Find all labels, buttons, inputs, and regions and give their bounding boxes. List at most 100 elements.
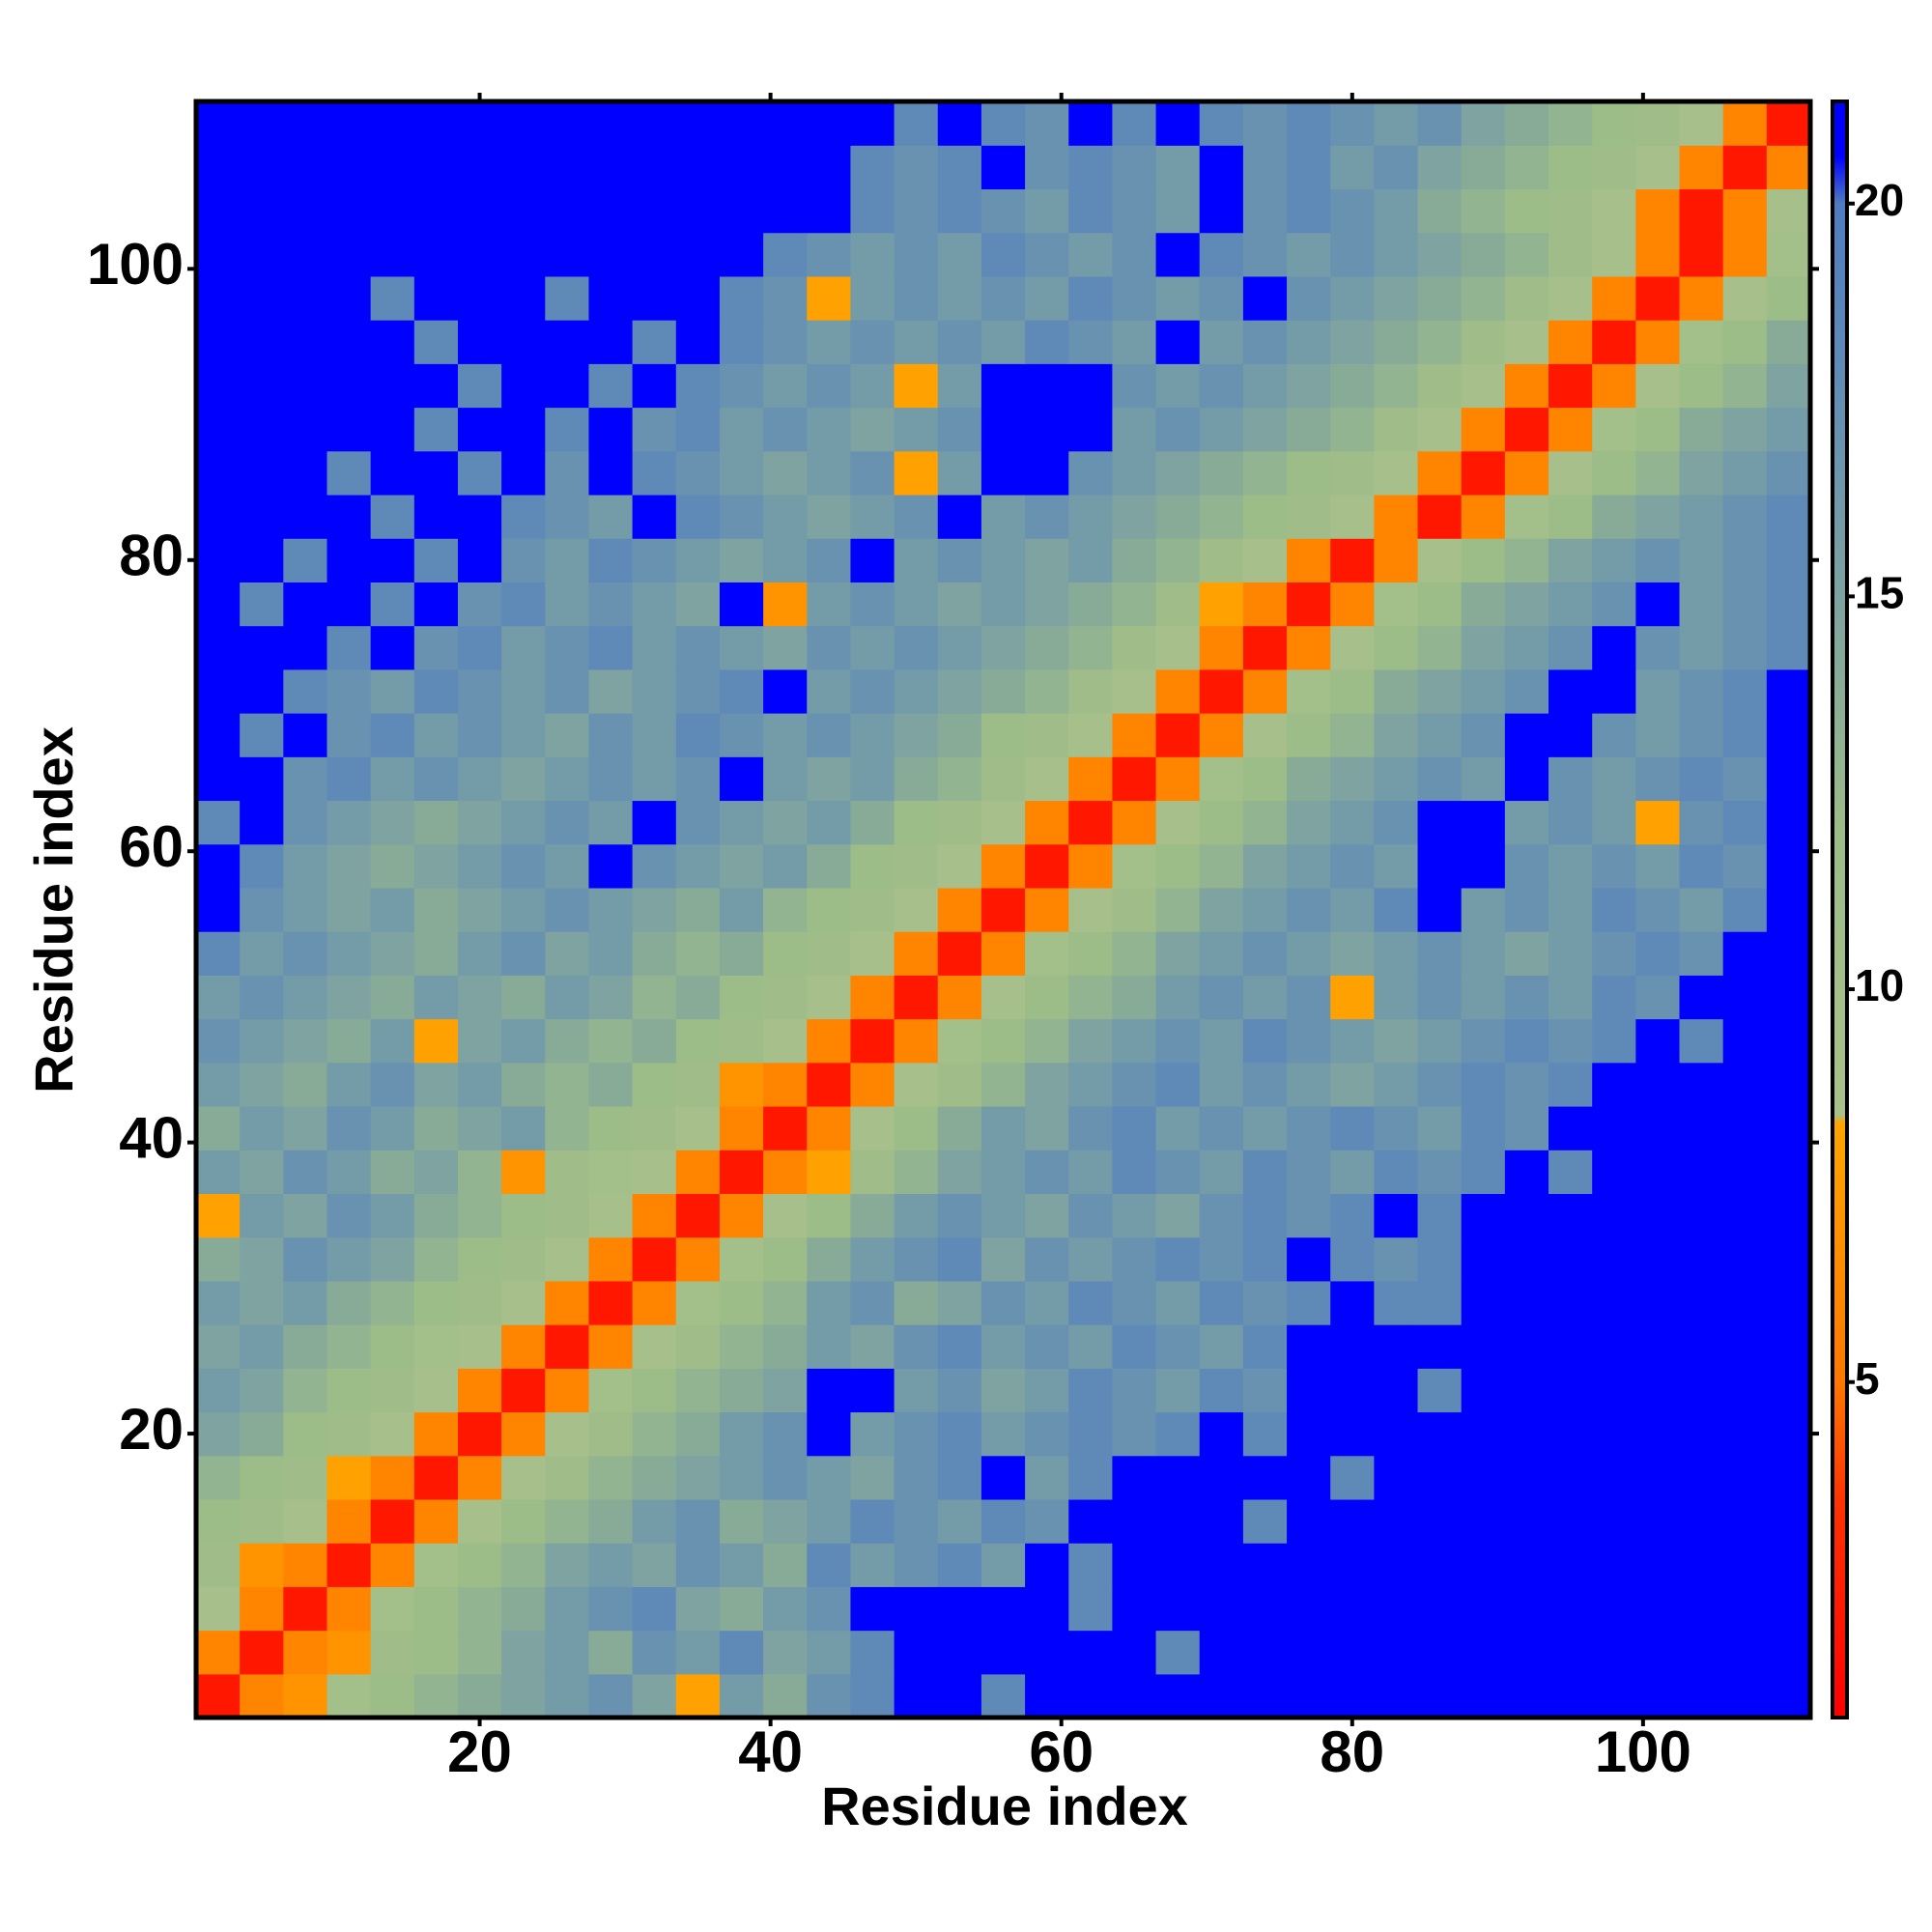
heatmap-cell [1766, 145, 1811, 190]
heatmap-cell [1155, 1193, 1201, 1238]
heatmap-cell [240, 625, 284, 670]
heatmap-cell [1330, 232, 1375, 277]
heatmap-cell [980, 713, 1026, 757]
heatmap-cell [1592, 450, 1636, 496]
heatmap-cell [763, 363, 808, 409]
heatmap-cell [1548, 1324, 1593, 1369]
heatmap-cell [1504, 625, 1549, 670]
heatmap-cell [1766, 1105, 1811, 1151]
heatmap-cell [1155, 232, 1201, 277]
heatmap-cell [675, 1586, 721, 1632]
heatmap-cell [1199, 1018, 1244, 1064]
heatmap-cell [1374, 275, 1419, 321]
heatmap-cell [980, 975, 1026, 1020]
heatmap-cell [1242, 1018, 1288, 1064]
heatmap-cell [1199, 1630, 1244, 1675]
heatmap-cell [675, 1150, 721, 1195]
heatmap-cell [1112, 1673, 1157, 1719]
heatmap-cell [1155, 1673, 1201, 1719]
heatmap-cell [719, 1018, 764, 1064]
heatmap-cell [1592, 1455, 1636, 1500]
heatmap-cell [1199, 975, 1244, 1020]
heatmap-cell [632, 1630, 677, 1675]
heatmap-cell [196, 800, 241, 845]
heatmap-cell [1417, 1018, 1463, 1064]
heatmap-cell [413, 363, 459, 409]
heatmap-cell [807, 1586, 852, 1632]
heatmap-cell [1417, 931, 1463, 976]
heatmap-cell [1722, 101, 1768, 146]
heatmap-cell [980, 887, 1026, 932]
heatmap-cell [807, 320, 852, 364]
heatmap-cell [1679, 275, 1724, 321]
heatmap-cell [719, 713, 764, 757]
heatmap-cell [545, 494, 590, 539]
heatmap-cell [1112, 713, 1157, 757]
heatmap-cell [980, 494, 1026, 539]
heatmap-cell [763, 668, 808, 714]
heatmap-cell [327, 275, 372, 321]
heatmap-cell [1635, 975, 1681, 1020]
heatmap-cell [894, 188, 939, 234]
heatmap-cell [980, 756, 1026, 802]
heatmap-cell [1155, 1586, 1201, 1632]
heatmap-cell [1199, 232, 1244, 277]
heatmap-cell [501, 1105, 546, 1151]
heatmap-cell [1112, 1280, 1157, 1325]
heatmap-cell [457, 275, 502, 321]
heatmap-cell [1548, 538, 1593, 582]
heatmap-cell [1242, 1324, 1288, 1369]
heatmap-cell [1461, 450, 1506, 496]
heatmap-cell [1330, 1018, 1375, 1064]
heatmap-cell [1068, 1630, 1114, 1675]
heatmap-cell [675, 1062, 721, 1107]
heatmap-cell [240, 756, 284, 802]
heatmap-cell [370, 1150, 415, 1195]
heatmap-cell [1461, 1411, 1506, 1457]
heatmap-cell [545, 363, 590, 409]
heatmap-cell [413, 1498, 459, 1544]
heatmap-cell [894, 1105, 939, 1151]
heatmap-cell [588, 1630, 634, 1675]
heatmap-cell [545, 843, 590, 889]
heatmap-cell [980, 450, 1026, 496]
heatmap-cell [457, 1630, 502, 1675]
heatmap-cell [240, 145, 284, 190]
heatmap-cell [1548, 1543, 1593, 1587]
heatmap-cell [545, 756, 590, 802]
heatmap-cell [937, 843, 982, 889]
x-tick-label: 100 [1595, 1719, 1691, 1784]
heatmap-cell [980, 800, 1026, 845]
heatmap-cell [1417, 363, 1463, 409]
heatmap-cell [588, 1411, 634, 1457]
heatmap-cell [850, 145, 895, 190]
heatmap-cell [980, 407, 1026, 452]
heatmap-cell [1330, 1673, 1375, 1719]
heatmap-cell [1287, 1455, 1331, 1500]
heatmap-cell [1548, 320, 1593, 364]
heatmap-cell [937, 101, 982, 146]
heatmap-cell [545, 101, 590, 146]
heatmap-cell [327, 101, 372, 146]
heatmap-cell [1242, 450, 1288, 496]
heatmap-cell [1679, 145, 1724, 190]
heatmap-cell [501, 1586, 546, 1632]
heatmap-cell [980, 188, 1026, 234]
heatmap-cell [937, 450, 982, 496]
heatmap-cell [1374, 1324, 1419, 1369]
heatmap-cell [1679, 363, 1724, 409]
heatmap-cell [1330, 1498, 1375, 1544]
heatmap-cell [1504, 1324, 1549, 1369]
heatmap-cell [501, 1368, 546, 1413]
heatmap-cell [1199, 1236, 1244, 1282]
heatmap-cell [196, 975, 241, 1020]
heatmap-cell [1679, 975, 1724, 1020]
heatmap-cell [501, 188, 546, 234]
heatmap-cell [937, 625, 982, 670]
heatmap-cell [632, 1498, 677, 1544]
heatmap-cell [1374, 363, 1419, 409]
heatmap-cell [545, 1193, 590, 1238]
heatmap-cell [1461, 494, 1506, 539]
heatmap-cell [196, 1018, 241, 1064]
heatmap-cell [1504, 1018, 1549, 1064]
